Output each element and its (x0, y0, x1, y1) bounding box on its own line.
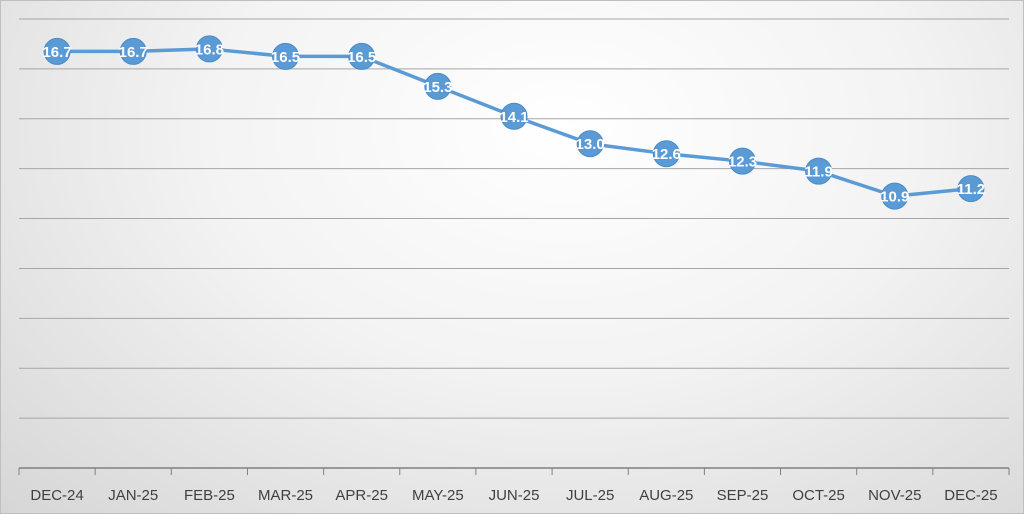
x-tick-label: DEC-25 (944, 487, 997, 504)
x-tick-label: SEP-25 (717, 487, 769, 504)
series-layer (43, 35, 985, 210)
data-point (272, 42, 300, 70)
x-tick-label: MAY-25 (412, 487, 464, 504)
data-point (119, 37, 147, 65)
x-tick-label: OCT-25 (792, 487, 845, 504)
x-tick-label: APR-25 (335, 487, 388, 504)
data-point (424, 72, 452, 100)
data-label: 13.0 (576, 136, 605, 153)
data-label: 16.7 (42, 44, 71, 61)
data-label: 16.7 (119, 44, 148, 61)
data-label: 12.6 (652, 146, 681, 163)
data-label: 12.3 (728, 154, 757, 171)
data-label: 14.1 (499, 109, 528, 126)
x-tick-label: DEC-24 (30, 487, 83, 504)
data-label: 16.5 (271, 49, 300, 66)
x-tick-label: AUG-25 (639, 487, 693, 504)
data-label: 10.9 (880, 189, 909, 206)
data-point (43, 37, 71, 65)
x-tick-label: FEB-25 (184, 487, 235, 504)
gridlines (19, 18, 1009, 419)
x-tick-label: MAR-25 (258, 487, 313, 504)
data-point (500, 102, 528, 130)
data-point (881, 182, 909, 210)
data-label: 16.5 (347, 49, 376, 66)
x-tick-label: NOV-25 (868, 487, 921, 504)
x-axis: DEC-24 JAN-25 FEB-25 MAR-25 APR-25 MAY-25 JUN-… (18, 467, 1010, 504)
data-point (728, 147, 756, 175)
data-point (805, 157, 833, 185)
data-point (576, 130, 604, 158)
x-tick-label: JAN-25 (108, 487, 158, 504)
data-label: 16.8 (195, 41, 224, 58)
x-tick-label: JUN-25 (489, 487, 540, 504)
data-labels: 16.7 16.7 16.8 16.5 16.5 15.3 14.1 13.0 12.6 12.3… (42, 41, 985, 205)
data-point (348, 42, 376, 70)
data-label: 15.3 (423, 79, 452, 96)
data-label: 11.2 (957, 181, 985, 198)
data-point (195, 35, 223, 63)
data-point (652, 140, 680, 168)
x-tick-label: JUL-25 (566, 487, 614, 504)
data-label: 11.9 (804, 164, 832, 181)
data-point (957, 175, 985, 203)
